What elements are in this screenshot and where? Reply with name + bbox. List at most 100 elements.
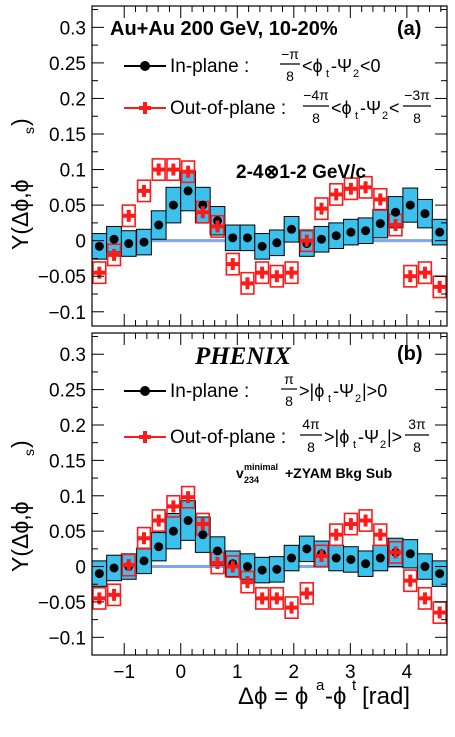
header-label-a: Au+Au 200 GeV, 10-20% <box>110 18 338 40</box>
svg-text:8: 8 <box>285 393 293 409</box>
out-plane-box-a-18 <box>358 175 373 199</box>
in-plane-point-b-11 <box>257 565 267 575</box>
in-plane-point-b-14 <box>302 544 312 554</box>
out-plane-box-b-0 <box>92 586 107 610</box>
svg-text:t: t <box>353 439 356 451</box>
subtraction-label: v minimal 234 +ZYAM Bkg Sub <box>236 462 392 485</box>
in-plane-point-a-10 <box>242 233 252 243</box>
svg-text:-Ψ: -Ψ <box>331 56 352 76</box>
in-plane-point-a-18 <box>361 226 371 236</box>
out-plane-point-a-9 <box>226 258 239 271</box>
xtick-label-5: 4 <box>402 662 413 683</box>
experiment-label: PHENIX <box>194 343 292 370</box>
out-plane-box-a-22 <box>417 261 433 285</box>
in-plane-point-a-0 <box>94 241 104 251</box>
in-plane-point-a-7 <box>198 200 208 210</box>
out-plane-box-a-17 <box>343 177 359 201</box>
ytick-label-b-4: 0.1 <box>60 487 86 508</box>
out-plane-box-a-11 <box>254 261 270 285</box>
out-plane-point-b-3 <box>138 532 151 545</box>
out-plane-point-b-14 <box>300 587 313 600</box>
out-plane-box-b-4 <box>151 509 166 532</box>
out-plane-box-a-19 <box>373 187 388 211</box>
ytick-label-a-6: 0.2 <box>60 89 86 110</box>
xtick-label-1: 0 <box>175 662 186 683</box>
out-plane-point-b-10 <box>241 576 254 589</box>
out-plane-point-a-8 <box>211 220 224 233</box>
ytick-label-a-1: −0.05 <box>38 267 86 288</box>
in-plane-point-a-16 <box>331 231 341 241</box>
out-plane-point-a-23 <box>433 280 446 293</box>
in-plane-point-b-6 <box>183 516 193 526</box>
out-plane-point-a-15 <box>315 202 328 215</box>
svg-text:<ϕ: <ϕ <box>302 56 323 76</box>
ytick-label-b-2: 0 <box>75 558 86 579</box>
in-plane-point-b-4 <box>154 542 164 552</box>
svg-text:2: 2 <box>353 68 359 80</box>
ylabel-a: Y(Δϕ,ϕ s ) <box>7 118 37 250</box>
in-plane-point-a-3 <box>139 237 149 247</box>
panel-a: −0.1 −0.05 0 0.05 0.1 0.15 0.2 0.25 0.3 <box>38 5 448 327</box>
svg-text:2: 2 <box>380 439 386 451</box>
out-plane-box-b-1 <box>106 583 122 607</box>
in-plane-point-b-21 <box>405 549 415 559</box>
svg-text:Δϕ = ϕ: Δϕ = ϕ <box>238 683 308 710</box>
out-plane-box-b-12 <box>269 586 285 610</box>
xtick-label-2: 1 <box>232 662 243 683</box>
legend-out-plane-condition: −4π 8 <ϕ t -Ψ 2 < −3π 8 <box>303 87 431 126</box>
out-plane-point-b-12 <box>270 592 283 605</box>
ytick-label-a-8: 0.3 <box>60 18 86 39</box>
out-plane-point-a-2 <box>122 209 135 222</box>
in-plane-point-a-17 <box>346 227 356 237</box>
in-plane-point-b-22 <box>420 562 430 572</box>
svg-text:s: s <box>21 127 37 134</box>
out-plane-box-b-2 <box>121 553 136 577</box>
in-plane-point-b-0 <box>94 569 104 579</box>
in-plane-point-b-5 <box>168 526 178 536</box>
xlabel: Δϕ = ϕ a -ϕ t [rad] <box>238 677 410 710</box>
in-plane-point-b-8 <box>212 546 222 556</box>
out-plane-point-b-4 <box>152 514 165 527</box>
ytick-label-b-7: 0.25 <box>49 381 86 402</box>
in-plane-point-a-9 <box>228 233 238 243</box>
in-plane-point-a-4 <box>154 220 164 230</box>
svg-text:π: π <box>284 371 294 387</box>
in-plane-point-b-3 <box>139 556 149 566</box>
ytick-label-a-5: 0.15 <box>49 125 86 146</box>
svg-text:t: t <box>326 68 329 80</box>
out-plane-point-a-10 <box>241 277 254 290</box>
legend-b-in-plane-condition: π 8 >|ϕ t -Ψ 2 |>0 <box>281 371 387 409</box>
in-plane-point-b-19 <box>375 553 385 563</box>
in-plane-point-a-13 <box>287 224 297 234</box>
out-plane-box-b-21 <box>403 569 418 593</box>
out-plane-box-b-16 <box>329 523 344 547</box>
in-plane-point-a-2 <box>124 239 134 249</box>
svg-text:234: 234 <box>244 475 259 485</box>
svg-text:a: a <box>316 677 325 694</box>
plot-frame-a <box>91 5 448 327</box>
out-plane-box-a-15 <box>314 197 329 221</box>
out-plane-box-a-21 <box>403 264 418 288</box>
legend-in-plane-marker <box>140 61 150 71</box>
legend-in-plane-label: In-plane : <box>170 56 249 77</box>
ytick-label-a-4: 0.1 <box>60 161 86 182</box>
ytick-label-b-3: 0.05 <box>49 522 86 543</box>
svg-text:8: 8 <box>307 439 315 455</box>
ylabel-b: Y(Δϕ,ϕ s ) <box>7 440 37 572</box>
svg-text:-Ψ: -Ψ <box>360 98 381 118</box>
out-plane-point-a-0 <box>93 266 106 279</box>
out-plane-point-a-16 <box>330 188 343 201</box>
xtick-label-0: −1 <box>113 662 135 683</box>
panel-label-a: (a) <box>397 18 421 40</box>
in-plane-point-b-17 <box>346 554 356 564</box>
out-plane-point-b-8 <box>211 557 224 569</box>
svg-text:8: 8 <box>413 439 421 455</box>
out-plane-point-b-19 <box>374 528 387 541</box>
out-plane-point-a-17 <box>344 182 357 195</box>
out-plane-box-b-9 <box>225 555 240 578</box>
svg-text:8: 8 <box>286 68 294 84</box>
out-plane-box-b-14 <box>299 582 315 605</box>
out-plane-box-a-10 <box>240 271 255 295</box>
